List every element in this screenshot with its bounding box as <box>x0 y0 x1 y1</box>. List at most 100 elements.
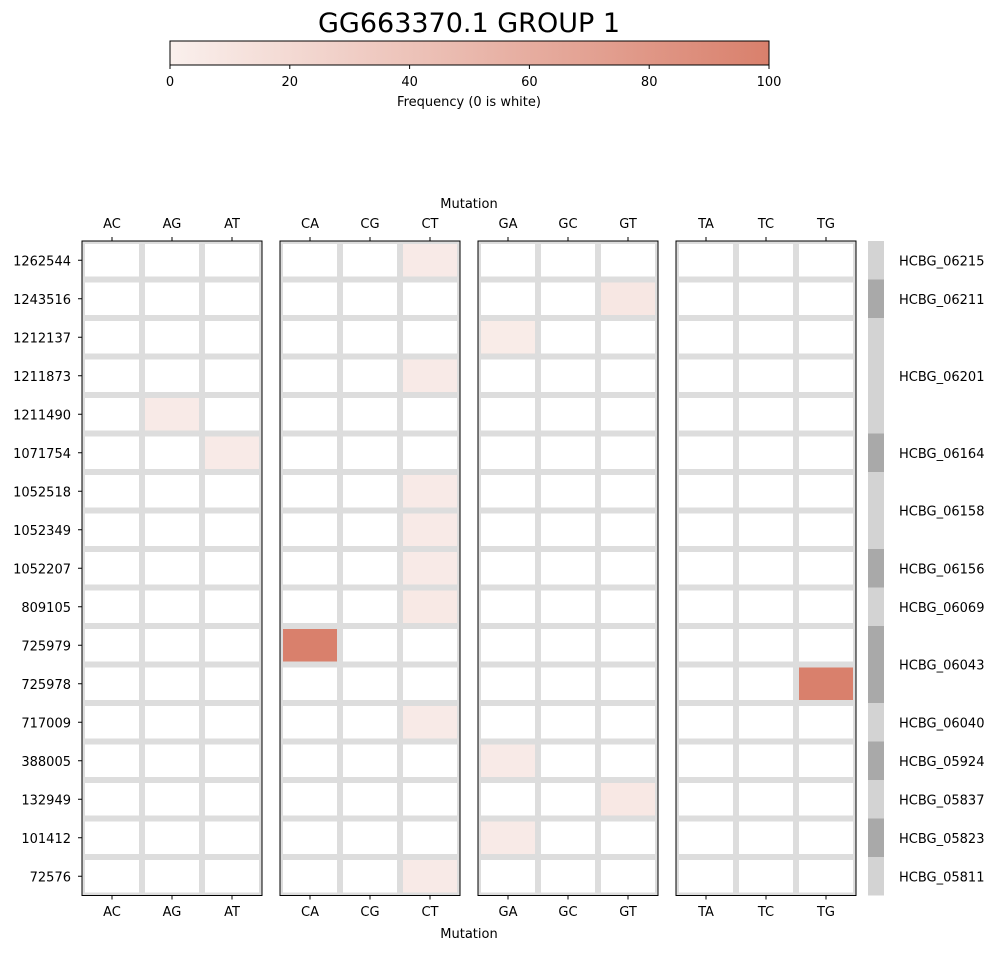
heatmap-cell <box>340 818 400 857</box>
gene-group-bar <box>868 279 884 318</box>
heatmap-cell <box>538 356 598 395</box>
column-label-top: GT <box>619 217 637 232</box>
heatmap-cell <box>736 741 796 780</box>
gene-group-bar <box>868 549 884 588</box>
heatmap-cell <box>676 472 736 511</box>
colorbar-tick-label: 0 <box>166 75 174 90</box>
heatmap-cell <box>736 818 796 857</box>
heatmap-cell <box>340 703 400 742</box>
heatmap-cell <box>82 356 142 395</box>
heatmap-cell <box>280 433 340 472</box>
heatmap-cell <box>400 549 460 588</box>
heatmap-cell <box>400 703 460 742</box>
gene-group-bar <box>868 472 884 549</box>
row-label: 725978 <box>21 678 71 693</box>
heatmap-cell <box>598 780 658 819</box>
heatmap-cell <box>598 472 658 511</box>
heatmap-cell <box>82 318 142 357</box>
heatmap-cell <box>796 279 856 318</box>
heatmap-cell <box>796 587 856 626</box>
heatmap-cell <box>478 510 538 549</box>
heatmap-cell <box>280 510 340 549</box>
heatmap-cell <box>676 433 736 472</box>
row-label: 1211873 <box>13 370 71 385</box>
heatmap-cell <box>538 510 598 549</box>
heatmap-cell <box>538 703 598 742</box>
row-label: 388005 <box>21 755 71 770</box>
gene-label: HCBG_05811 <box>899 870 984 885</box>
heatmap-cell <box>202 241 262 280</box>
heatmap-cell <box>82 510 142 549</box>
gene-group-bar <box>868 741 884 780</box>
heatmap-cell <box>676 587 736 626</box>
x-axis-label-bottom: Mutation <box>440 927 497 942</box>
heatmap-cell <box>736 472 796 511</box>
row-label: 132949 <box>21 793 71 808</box>
heatmap-cell <box>340 433 400 472</box>
colorbar-tick-label: 80 <box>641 75 658 90</box>
heatmap-cell <box>280 780 340 819</box>
row-label: 1052518 <box>13 485 71 500</box>
heatmap-cell <box>796 356 856 395</box>
heatmap-cell <box>340 241 400 280</box>
heatmap-cell <box>340 318 400 357</box>
heatmap-cell <box>202 433 262 472</box>
gene-annotation-bar: HCBG_06215 HCBG_06211 HCBG_06201 HCBG_06164… <box>868 241 984 896</box>
heatmap-cell <box>202 626 262 665</box>
heatmap-cell <box>598 587 658 626</box>
heatmap-cell <box>400 356 460 395</box>
heatmap-cell <box>676 780 736 819</box>
column-label-bottom: AT <box>224 905 240 920</box>
heatmap-cell <box>142 395 202 434</box>
heatmap-cell <box>400 857 460 896</box>
row-labels: 1262544 1243516 1212137 1211873 1211490 10717… <box>13 254 82 885</box>
heatmap-cell <box>478 356 538 395</box>
heatmap-cell <box>598 741 658 780</box>
heatmap-cell <box>400 741 460 780</box>
heatmap-cell <box>736 703 796 742</box>
heatmap-cell <box>796 780 856 819</box>
heatmap-cell <box>280 741 340 780</box>
heatmap-cell <box>82 241 142 280</box>
heatmap-cell <box>676 510 736 549</box>
heatmap-cell <box>676 857 736 896</box>
heatmap-cell <box>796 318 856 357</box>
heatmap-cell <box>796 472 856 511</box>
heatmap-cell <box>478 279 538 318</box>
x-axis-label-top: Mutation <box>440 197 497 212</box>
heatmap-cell <box>280 318 340 357</box>
heatmap-cell <box>82 780 142 819</box>
heatmap-cell <box>400 818 460 857</box>
gene-group-bar <box>868 857 884 896</box>
heatmap-cell <box>598 626 658 665</box>
heatmap-cell <box>538 241 598 280</box>
heatmap-cell <box>400 510 460 549</box>
heatmap-cell <box>82 279 142 318</box>
row-label: 1243516 <box>13 293 71 308</box>
heatmap-cell <box>340 549 400 588</box>
column-label-top: GC <box>558 217 577 232</box>
colorbar <box>169 40 770 66</box>
heatmap-cell <box>538 780 598 819</box>
heatmap-panel: AC AC AG AG AT AT <box>81 217 263 920</box>
heatmap-cell <box>340 741 400 780</box>
heatmap-cell <box>280 395 340 434</box>
heatmap-cell <box>478 318 538 357</box>
chart-title: GG663370.1 GROUP 1 <box>318 8 620 39</box>
heatmap-cell <box>736 664 796 703</box>
heatmap-cell <box>142 626 202 665</box>
heatmap-cell <box>202 549 262 588</box>
heatmap-cell <box>280 549 340 588</box>
heatmap-cell <box>538 818 598 857</box>
heatmap-cell <box>736 510 796 549</box>
heatmap-cell <box>340 356 400 395</box>
heatmap-cell <box>676 318 736 357</box>
heatmap-cell <box>202 472 262 511</box>
heatmap-cell <box>478 241 538 280</box>
heatmap-cell <box>280 356 340 395</box>
heatmap-cell <box>478 664 538 703</box>
heatmap-cell <box>676 549 736 588</box>
heatmap-panel: CA CA CG CG CT CT <box>279 217 461 920</box>
row-label: 1052349 <box>13 524 71 539</box>
